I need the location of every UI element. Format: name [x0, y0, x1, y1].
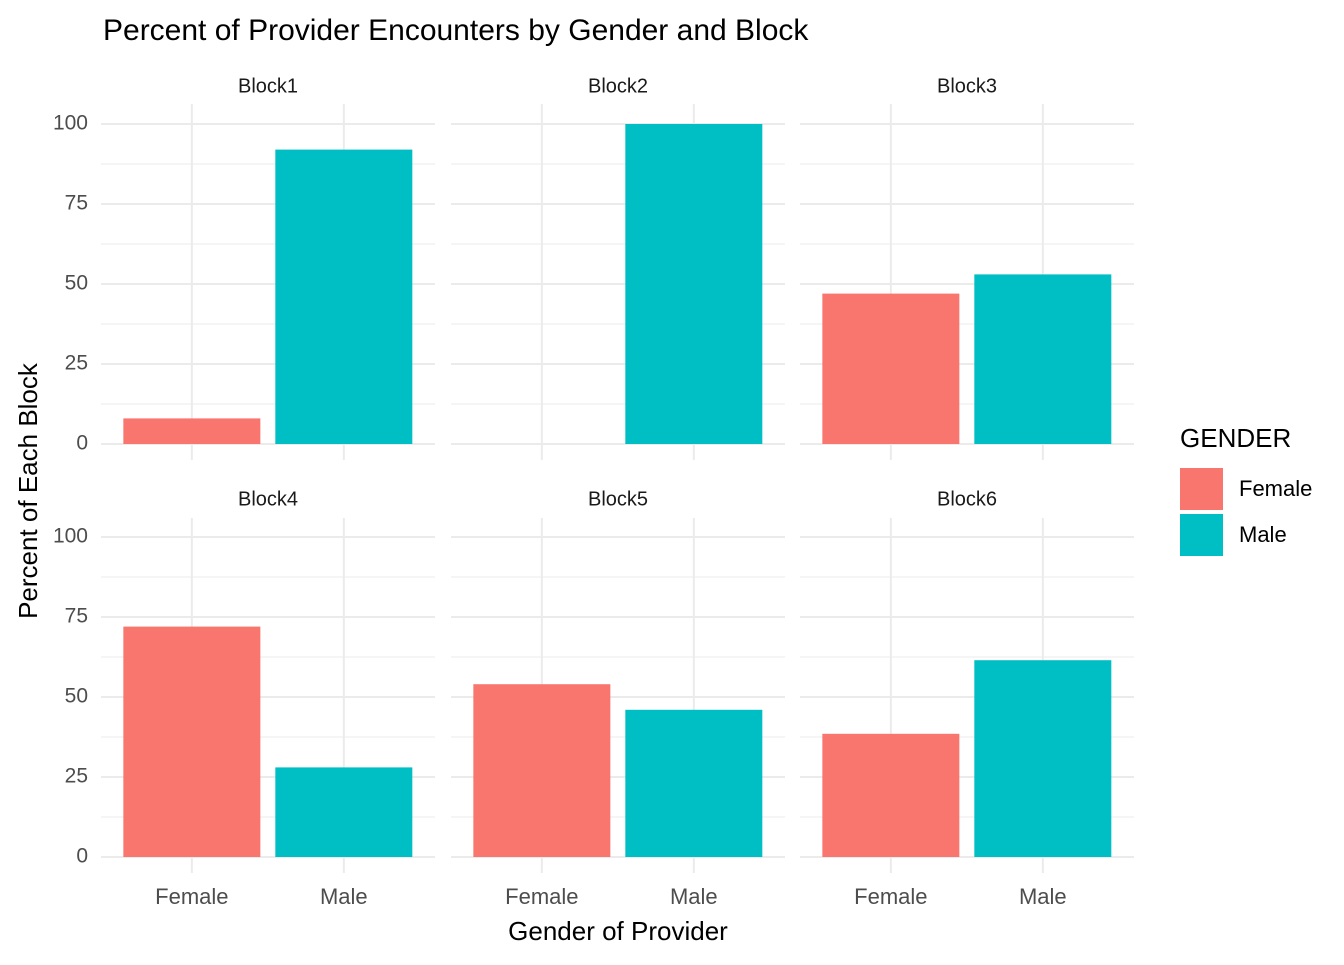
bar-block6-male	[974, 660, 1112, 857]
x-tick-label: Male	[670, 884, 718, 909]
bar-block1-female	[123, 418, 261, 444]
y-tick-label: 0	[76, 432, 88, 455]
legend-swatch	[1180, 468, 1223, 510]
legend-item-female: Female	[1180, 468, 1312, 510]
bar-block3-male	[974, 274, 1112, 444]
x-tick-label: Female	[854, 884, 927, 909]
bar-block5-male	[625, 709, 763, 857]
y-tick-label: 75	[65, 605, 88, 628]
facet-panels: Block1 0 25 50 75 100 Block2 Block3 Block4 0 25 50 7…	[53, 75, 1134, 909]
legend-title: GENDER	[1180, 423, 1291, 453]
panel-block3: Block3	[800, 75, 1134, 460]
x-tick-label: Female	[505, 884, 578, 909]
bar-block5-female	[473, 684, 611, 857]
legend-label: Female	[1239, 476, 1312, 501]
y-tick-label: 100	[53, 112, 88, 135]
panel-block2: Block2	[451, 75, 785, 460]
facet-strip-label: Block1	[238, 75, 298, 97]
x-tick-label: Male	[1019, 884, 1067, 909]
y-tick-label: 25	[65, 352, 88, 375]
legend-item-male: Male	[1180, 514, 1287, 556]
y-tick-label: 75	[65, 192, 88, 215]
panel-block6: Block6 Female Male	[800, 488, 1134, 909]
bar-block2-male	[625, 124, 763, 444]
y-tick-label: 25	[65, 765, 88, 788]
bar-block6-female	[822, 733, 960, 857]
facet-strip-label: Block4	[238, 488, 298, 510]
x-axis-label: Gender of Provider	[508, 916, 728, 946]
y-axis-label: Percent of Each Block	[13, 362, 43, 619]
bar-block1-male	[275, 149, 413, 444]
facet-strip-label: Block3	[937, 75, 997, 97]
facet-strip-label: Block6	[937, 488, 997, 510]
bar-block4-female	[123, 626, 261, 857]
legend-swatch	[1180, 514, 1223, 556]
chart-title: Percent of Provider Encounters by Gender…	[103, 14, 809, 47]
y-tick-label: 100	[53, 525, 88, 548]
panel-block5: Block5 Female Male	[451, 488, 785, 909]
x-tick-label: Female	[155, 884, 228, 909]
x-tick-label: Male	[320, 884, 368, 909]
bar-block3-female	[822, 293, 960, 444]
y-tick-label: 50	[65, 272, 88, 295]
legend-label: Male	[1239, 522, 1287, 547]
y-tick-label: 50	[65, 685, 88, 708]
panel-block4: Block4 0 25 50 75 100 Female Male	[53, 488, 435, 909]
legend: GENDER Female Male	[1180, 423, 1312, 556]
facet-strip-label: Block5	[588, 488, 648, 510]
y-tick-label: 0	[76, 845, 88, 868]
bar-block4-male	[275, 767, 413, 857]
panel-block1: Block1 0 25 50 75 100	[53, 75, 435, 460]
facet-strip-label: Block2	[588, 75, 648, 97]
